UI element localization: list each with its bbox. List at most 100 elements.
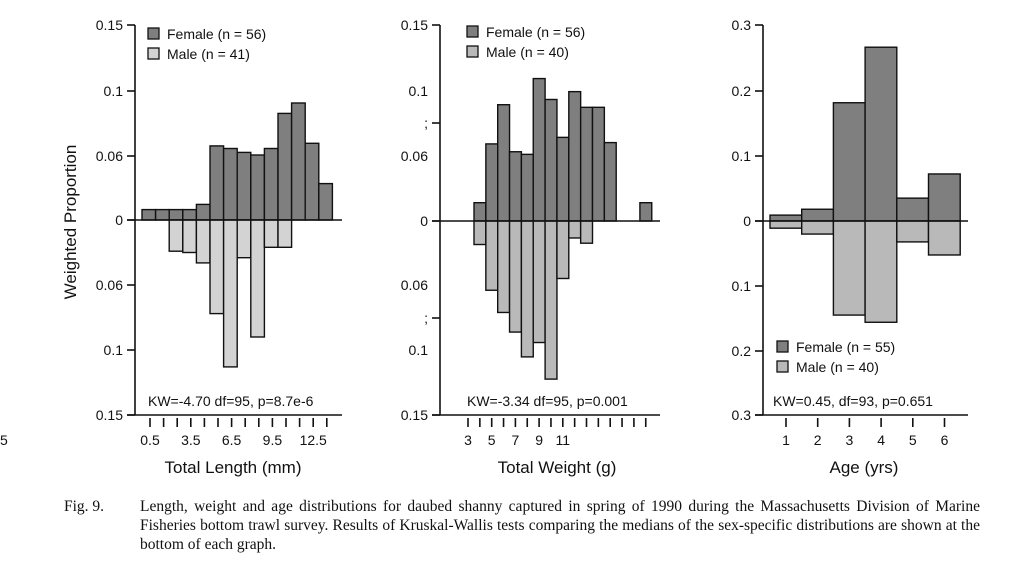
bar-female [591, 106, 606, 222]
bar-female [195, 203, 211, 221]
legend-label-female: Female (n = 56) [486, 24, 585, 40]
bar-female [168, 208, 184, 221]
x-tick-label: 11 [556, 432, 571, 448]
bar-female [222, 147, 238, 221]
bar-male [556, 220, 570, 280]
y-tick-label: 0 [115, 212, 123, 228]
legend-swatch-male [776, 360, 789, 373]
legend-swatch-female [776, 340, 789, 353]
y-tick-label: 0.1 [732, 148, 752, 164]
bar-female [927, 173, 961, 222]
x-axis-title: Total Length (mm) [165, 458, 302, 477]
legend-swatch-male [147, 47, 160, 60]
bar-female [769, 214, 803, 222]
bar-male [927, 220, 961, 256]
y-tick-label: 0 [743, 213, 751, 229]
caption-text: Length, weight and age distributions for… [140, 498, 980, 553]
bar-female [556, 136, 570, 222]
bar-female [864, 46, 898, 222]
bar-male [568, 220, 582, 239]
y-tick-label: 0.15 [96, 17, 123, 33]
y-tick-label: 0.1 [732, 278, 752, 294]
bar-male [195, 219, 211, 264]
bar-female [277, 112, 293, 221]
bar-male [832, 220, 866, 316]
bar-male [532, 220, 546, 344]
bar-male [769, 220, 803, 229]
bar-male [544, 220, 558, 380]
x-tick-label: 5 [488, 432, 496, 448]
legend-label-male: Male (n = 40) [796, 359, 879, 375]
y-tick-label: 0 [420, 213, 428, 229]
bar-male [168, 219, 184, 252]
y-tick-label: 0.2 [732, 343, 752, 359]
bar-male [182, 219, 198, 254]
x-tick-label: 4 [877, 432, 885, 448]
x-tick-label: 2 [814, 432, 822, 448]
bar-female [639, 202, 653, 222]
x-tick-label: 5 [909, 432, 917, 448]
x-tick-label: 3.5 [181, 432, 201, 448]
legend-label-male: Male (n = 41) [167, 46, 250, 62]
bar-female [497, 104, 511, 222]
bar-female [832, 102, 866, 222]
x-tick-label: 1 [782, 432, 790, 448]
bar-male [485, 220, 499, 291]
panel-age: 0.3 0.2 0.1 0 0.1 0.2 0.3 1 2 3 4 5 6 Age (yrs) Female… [732, 17, 968, 477]
bar-female [568, 90, 582, 222]
x-tick-label: 3 [846, 432, 854, 448]
x-tick-label: 0.5 [140, 432, 160, 448]
bar-female [304, 142, 320, 221]
y-tick-label: 0.06 [401, 277, 428, 293]
bar-female [532, 77, 546, 222]
y-tick-label: ; [424, 115, 428, 131]
y-tick-label: 0.3 [732, 17, 752, 33]
bar-female [318, 182, 334, 221]
bar-female [896, 197, 930, 222]
y-axis-title: Weighted Proportion [61, 145, 80, 300]
bar-female [263, 147, 279, 221]
kw-test-annotation: KW=-3.34 df=95, p=0.001 [467, 393, 628, 409]
bar-female [290, 102, 306, 221]
bar-female [473, 202, 487, 222]
bar-female [603, 141, 617, 222]
x-axis-title: Age (yrs) [830, 458, 899, 477]
bar-male [209, 219, 225, 315]
x-tick-label: 7 [512, 432, 520, 448]
x-tick-label: 9 [535, 432, 543, 448]
bar-female [209, 145, 225, 221]
y-tick-label: 0.15 [96, 407, 123, 423]
bar-female [485, 143, 499, 222]
y-tick-label: 0.06 [96, 277, 123, 293]
x-tick-label: 6 [941, 432, 949, 448]
bar-female [801, 208, 835, 222]
y-tick-label: 0.2 [732, 83, 752, 99]
panel-length: 0.15 0.1 0.06 0 0.06 0.1 0.15 0.5 3.5 6.5 9.5 12.5 T… [96, 17, 342, 477]
bar-male [236, 219, 252, 259]
kw-test-annotation: KW=-4.70 df=95, p=8.7e-6 [148, 393, 314, 409]
bar-male [508, 220, 523, 333]
bar-male [579, 220, 594, 244]
y-tick-label: 0.1 [409, 342, 429, 358]
bar-male [250, 219, 266, 338]
bar-male [896, 220, 930, 243]
x-axis-title: Total Weight (g) [498, 458, 617, 477]
x-tick-label: 12.5 [300, 432, 327, 448]
bar-male [473, 220, 487, 246]
bar-male [263, 219, 279, 248]
y-tick-label: 0.06 [401, 148, 428, 164]
bar-male [520, 220, 534, 358]
bar-female [182, 208, 198, 221]
bar-female [579, 106, 594, 222]
y-tick-label: 0.1 [409, 83, 429, 99]
bar-female [154, 208, 170, 221]
x-tick-label: 9.5 [263, 432, 283, 448]
y-tick-label: 0.1 [104, 83, 124, 99]
x-tick-label: 15 [0, 432, 8, 448]
y-tick-label: 0.3 [732, 407, 752, 423]
bar-male [801, 220, 835, 235]
bar-female [508, 151, 523, 222]
bar-female [520, 153, 534, 222]
y-tick-label: 0.06 [96, 148, 123, 164]
